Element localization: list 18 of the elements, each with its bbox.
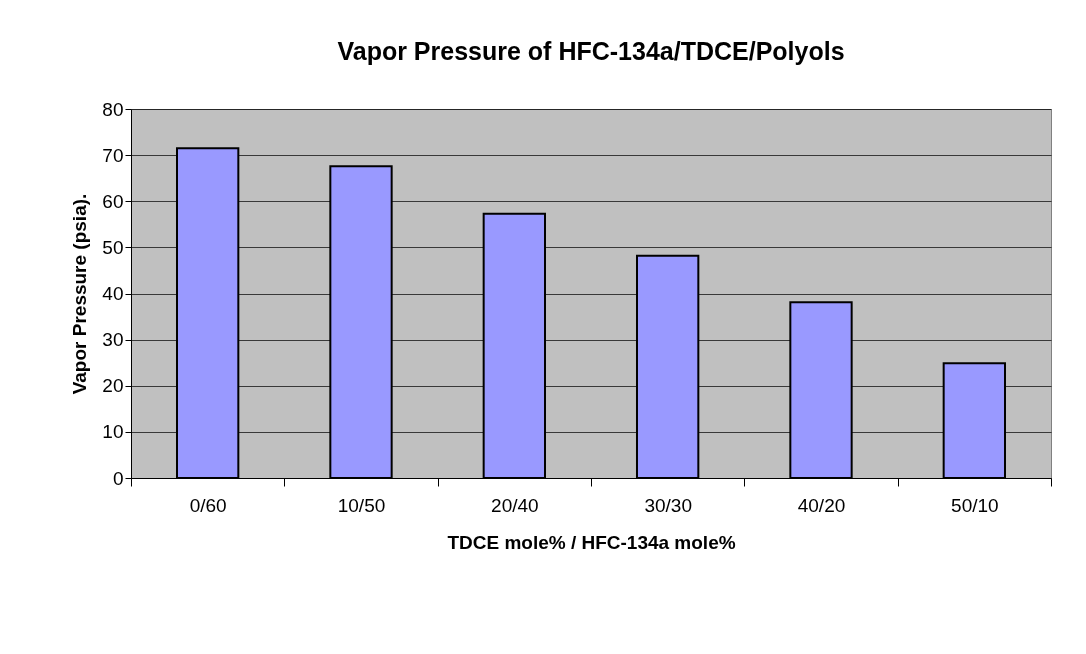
y-tick-label: 40 [102, 283, 124, 304]
x-axis-title: TDCE mole% / HFC-134a mole% [447, 531, 736, 553]
y-tick-label: 0 [112, 467, 124, 489]
y-axis-title: Vapor Pressure (psia). [69, 193, 91, 395]
x-tick-label: 40/20 [797, 494, 846, 516]
y-tick-label: 50 [102, 236, 124, 258]
x-tick-label: 50/10 [951, 494, 999, 516]
x-tick-label: 10/50 [337, 494, 386, 516]
x-tick-label: 30/30 [644, 494, 692, 516]
chart-title: Vapor Pressure of HFC-134a/TDCE/Polyols [337, 37, 845, 65]
y-tick-label: 20 [102, 375, 124, 397]
x-tick-label: 20/40 [491, 494, 539, 516]
x-tick-label: 0/60 [189, 494, 227, 516]
y-tick-label: 70 [102, 144, 124, 166]
y-tick-label: 10 [102, 421, 124, 443]
y-tick-label: 80 [102, 98, 124, 120]
y-tick-label: 30 [102, 329, 124, 351]
y-tick-label: 60 [102, 190, 124, 212]
